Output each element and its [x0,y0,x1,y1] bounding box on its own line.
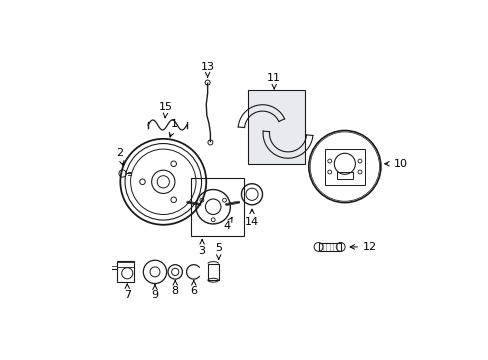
Text: 7: 7 [123,284,131,301]
Text: 12: 12 [349,242,376,252]
Text: 6: 6 [190,280,197,296]
Text: 9: 9 [151,285,158,301]
Bar [324,149,364,185]
Text: 8: 8 [171,280,179,296]
Text: 13: 13 [200,62,214,77]
Text: 5: 5 [215,243,222,259]
Bar [117,261,134,283]
Text: 4: 4 [223,217,232,231]
Bar [336,172,352,179]
Bar [117,262,134,267]
Bar [318,243,340,251]
Bar [247,90,304,164]
Text: 3: 3 [198,240,205,256]
Text: 15: 15 [159,102,173,118]
Text: 2: 2 [116,148,124,165]
Text: 14: 14 [244,209,259,227]
Text: 10: 10 [384,159,407,169]
Text: 11: 11 [266,73,281,89]
Text: 1: 1 [169,118,178,137]
Bar [208,264,218,280]
Bar [191,177,243,236]
